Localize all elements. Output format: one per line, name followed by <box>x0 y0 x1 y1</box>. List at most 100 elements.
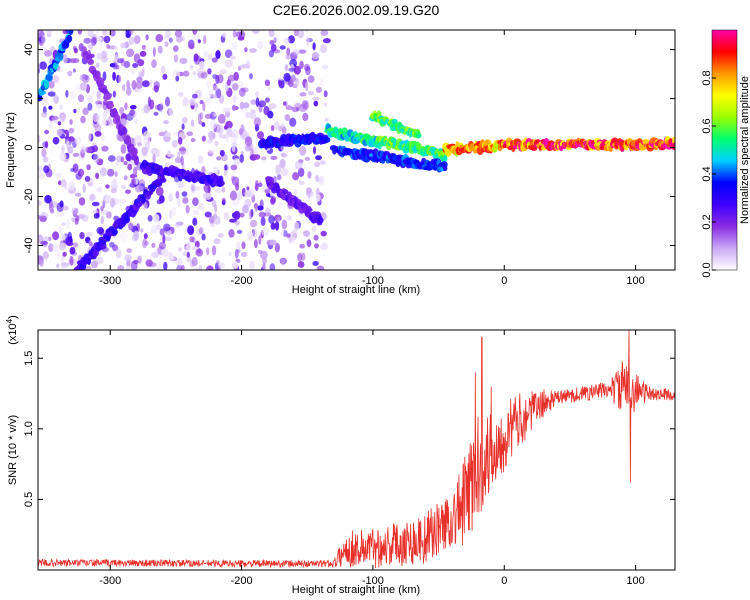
spectrogram-noise-cell <box>75 215 80 222</box>
spectrogram-noise-cell <box>233 261 239 269</box>
spectrogram-noise-cell <box>299 60 304 69</box>
spectrogram-noise-cell <box>228 229 235 238</box>
spectrogram-noise-cell <box>92 209 98 214</box>
spectrogram-noise-cell <box>159 228 165 236</box>
snr-plot-area <box>38 330 675 570</box>
spectrogram-noise-cell <box>38 30 41 34</box>
spectrogram-noise-cell <box>262 257 268 265</box>
spectrogram-x-label: Height of straight line (km) <box>292 284 420 296</box>
spectrogram-noise-cell <box>192 209 200 215</box>
spectrogram-noise-cell <box>94 123 102 133</box>
spectrogram-noise-cell <box>240 133 248 140</box>
spectrogram-noise-cell <box>247 231 254 241</box>
spectrogram-noise-cell <box>173 45 179 52</box>
spectrogram-noise-cell <box>62 251 67 257</box>
x-tick-label: -100 <box>362 575 384 587</box>
spectrogram-noise-cell <box>65 219 71 229</box>
spectrogram-noise-cell <box>58 226 62 233</box>
spectrogram-noise-cell <box>293 233 298 238</box>
spectrogram-noise-cell <box>59 200 64 208</box>
spectrogram-noise-cell <box>121 185 126 190</box>
colorbar-tick-label: 0.6 <box>701 118 713 133</box>
spectrogram-noise-cell <box>151 59 157 69</box>
spectrogram-noise-cell <box>123 175 128 181</box>
spectrogram-noise-cell <box>280 152 286 157</box>
spectrogram-noise-cell <box>206 139 213 144</box>
spectrogram-noise-cell <box>229 190 238 201</box>
y-tick-label: -20 <box>23 189 35 205</box>
spectrogram-noise-cell <box>286 47 291 57</box>
spectrogram-noise-cell <box>141 146 148 157</box>
spectrogram-noise-cell <box>322 38 331 44</box>
spectrogram-noise-cell <box>254 205 258 212</box>
spectrogram-noise-cell <box>187 225 195 236</box>
spectrogram-noise-cell <box>162 234 166 244</box>
spectrogram-noise-cell <box>52 75 60 84</box>
spectrogram-noise-cell <box>207 68 212 75</box>
y-tick-label: 0.5 <box>23 492 35 507</box>
spectrogram-noise-cell <box>87 181 93 187</box>
spectrogram-y-axis: -40 -20 0 20 40 <box>23 43 675 253</box>
spectrogram-noise-cell <box>281 126 287 135</box>
spectrogram-noise-cell <box>87 102 93 111</box>
spectrogram-noise-cell <box>235 31 243 38</box>
spectrogram-noise-cell <box>256 131 265 140</box>
spectrogram-noise-cell <box>135 184 143 193</box>
spectrogram-noise-cell <box>74 207 79 215</box>
spectrogram-noise-cell <box>42 156 49 163</box>
spectrogram-noise-cell <box>156 261 162 270</box>
spectrogram-noise-cell <box>39 215 47 222</box>
spectrogram-noise-cell <box>240 251 248 258</box>
spectrogram-noise-cell <box>194 266 198 270</box>
spectrogram-noise-cell <box>171 140 178 148</box>
spectrogram-noise-cell <box>221 32 227 38</box>
spectrogram-noise-cell <box>206 265 214 270</box>
spectrogram-noise-cell <box>316 265 325 270</box>
spectrogram-noise-cell <box>95 100 103 106</box>
spectrogram-noise-cell <box>297 261 305 268</box>
spectrogram-noise-cell <box>250 99 258 105</box>
spectrogram-feature-cell <box>442 154 448 162</box>
spectrogram-noise-cell <box>186 251 190 258</box>
spectrogram-noise-cell <box>79 82 88 91</box>
spectrogram-noise-cell <box>119 231 128 242</box>
spectrogram-noise-cell <box>178 247 182 252</box>
spectrogram-cells <box>38 30 675 270</box>
spectrogram-noise-cell <box>182 197 189 204</box>
spectrogram-noise-cell <box>313 234 319 241</box>
spectrogram-noise-cell <box>84 175 91 182</box>
spectrogram-noise-cell <box>114 171 118 177</box>
snr-y-axis: 0.5 1.0 1.5 <box>23 351 675 507</box>
spectrogram-noise-cell <box>288 67 296 72</box>
spectrogram-noise-cell <box>150 225 158 235</box>
spectrogram-noise-cell <box>199 202 205 211</box>
spectrogram-feature-cell <box>317 217 324 224</box>
spectrogram-noise-cell <box>117 58 124 64</box>
spectrogram-noise-cell <box>58 180 62 186</box>
spectrogram-noise-cell <box>143 233 148 240</box>
spectrogram-noise-cell <box>311 225 316 233</box>
spectrogram-noise-cell <box>232 94 237 104</box>
spectrogram-noise-cell <box>91 260 98 269</box>
spectrogram-noise-cell <box>129 30 134 36</box>
spectrogram-noise-cell <box>254 183 259 191</box>
spectrogram-noise-cell <box>102 71 107 81</box>
spectrogram-noise-cell <box>156 224 161 231</box>
spectrogram-noise-cell <box>324 118 329 122</box>
colorbar-label: Normalized spectral amplitude <box>739 76 750 224</box>
spectrogram-feature-cell <box>416 134 422 139</box>
spectrogram-noise-cell <box>190 183 196 194</box>
spectrogram-noise-cell <box>59 233 66 241</box>
x-tick-label: -200 <box>231 575 253 587</box>
spectrogram-noise-cell <box>130 68 135 75</box>
spectrogram-noise-cell <box>320 30 329 36</box>
spectrogram-noise-cell <box>251 30 260 34</box>
spectrogram-noise-cell <box>231 83 239 91</box>
spectrogram-noise-cell <box>233 210 241 220</box>
spectrogram-noise-cell <box>212 85 218 92</box>
spectrogram-noise-cell <box>229 55 237 60</box>
spectrogram-noise-cell <box>142 138 151 145</box>
spectrogram-noise-cell <box>52 243 59 252</box>
spectrogram-noise-cell <box>181 123 185 130</box>
spectrogram-noise-cell <box>294 160 303 170</box>
